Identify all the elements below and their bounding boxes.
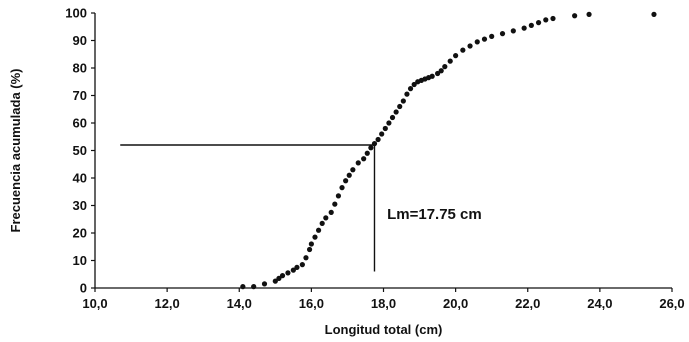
x-tick-label: 26,0 [659,296,684,311]
y-tick-label: 20 [73,226,87,241]
data-point [319,220,325,226]
data-point [240,284,246,290]
data-point [323,215,329,221]
data-point [404,91,410,97]
data-point [528,22,534,28]
data-point [328,209,334,215]
y-tick-label: 50 [73,143,87,158]
data-point [397,103,403,110]
data-point [379,131,385,137]
data-point [368,145,374,151]
data-point [343,178,349,184]
data-point [346,172,352,178]
data-point [386,120,392,126]
data-point [411,81,417,88]
lm-annotation: Lm=17.75 cm [387,206,482,223]
data-points [240,11,657,290]
data-point [453,53,459,59]
data-point [481,36,488,42]
data-point [429,73,435,79]
data-point [375,136,381,143]
data-point [294,264,300,270]
data-point [312,234,318,240]
data-point [355,160,361,166]
data-point [285,270,291,276]
y-tick-label: 10 [73,253,87,268]
data-point [651,11,657,17]
data-point [279,273,286,279]
data-point [251,284,257,290]
data-point [521,25,527,31]
data-point [339,185,345,191]
data-point [400,98,406,104]
data-point [572,13,578,19]
ticks: 0 10 20 30 40 50 60 70 80 90 100 10,0 12,0 14,0 16,0 18… [65,6,684,312]
data-point [364,150,370,156]
y-tick-label: 80 [73,61,87,76]
data-point [393,109,399,115]
data-point [308,241,314,247]
x-tick-label: 10,0 [82,296,107,311]
data-point [489,33,495,39]
data-point [382,125,388,132]
reference-lines [120,144,376,272]
data-point [467,43,473,49]
data-point [442,64,448,70]
x-tick-label: 24,0 [587,296,612,311]
y-tick-label: 70 [73,88,87,103]
data-point [447,58,453,64]
data-point [499,31,506,37]
y-tick-label: 0 [80,281,87,296]
y-tick-label: 100 [65,6,87,21]
data-point [276,275,282,281]
data-point [510,28,516,34]
data-point [543,17,549,23]
data-point [586,11,592,17]
x-tick-label: 20,0 [443,296,468,311]
y-tick-label: 30 [73,198,87,213]
data-point [315,227,322,233]
data-point [303,255,309,261]
data-point [290,267,296,273]
data-point [261,281,268,287]
axes [94,13,672,289]
x-axis-title: Longitud total (cm) [325,322,443,337]
x-tick-label: 16,0 [299,296,324,311]
data-point [407,86,414,92]
data-point [272,278,278,284]
data-point [350,167,356,173]
data-point [460,47,466,53]
data-point [306,246,313,253]
data-point [389,114,396,121]
data-point [550,15,556,22]
data-point [434,70,441,77]
data-point [371,141,378,147]
y-tick-label: 60 [73,116,87,131]
data-point [335,193,342,199]
data-point [438,68,444,74]
data-point [474,39,480,45]
data-point [361,156,367,162]
data-point [299,262,305,268]
x-tick-label: 14,0 [227,296,252,311]
y-tick-label: 40 [73,171,87,186]
data-point [535,20,542,26]
data-point [332,201,338,207]
y-tick-label: 90 [73,33,87,48]
x-tick-label: 22,0 [515,296,540,311]
x-tick-label: 18,0 [371,296,396,311]
x-tick-label: 12,0 [154,296,179,311]
y-axis-title: Frecuencia acumulada (%) [8,69,23,233]
